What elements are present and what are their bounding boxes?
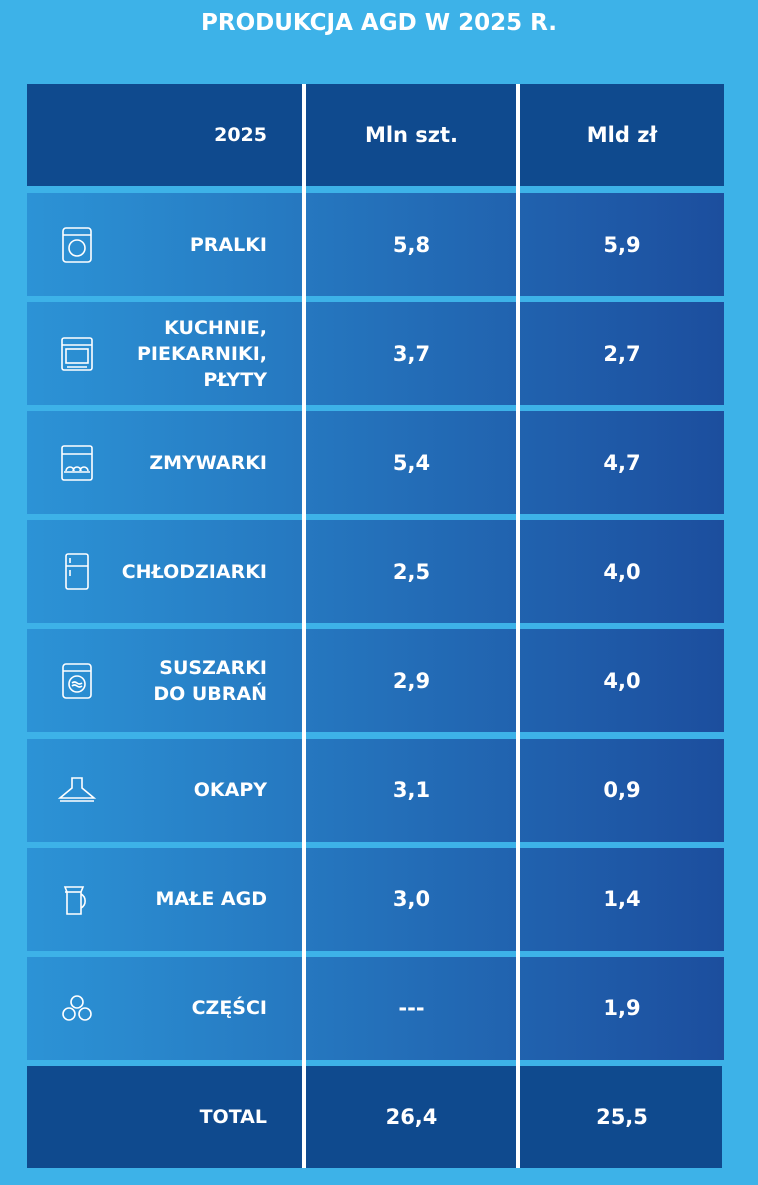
value-cell: 3,7: [392, 341, 431, 366]
row-icon: [63, 886, 86, 915]
label-cell: ZMYWARKI: [149, 451, 267, 474]
value-cell: 5,4: [392, 450, 431, 475]
title: PRODUKCJA AGD W 2025 R.: [201, 10, 557, 36]
value-cell: 5,9: [603, 232, 641, 257]
value-cell: 1,4: [603, 887, 641, 912]
table-row: OKAPY 3,1 0,9: [27, 738, 724, 842]
label-cell: CZĘŚCI: [191, 997, 267, 1020]
table-row: PRALKI 5,8 5,9: [27, 193, 724, 296]
table-row: ZMYWARKI 5,4 4,7: [27, 411, 724, 515]
value-cell: 3,0: [392, 887, 431, 912]
row-icon: [65, 552, 89, 590]
table-row: CHŁODZIARKI 2,5 4,0: [27, 520, 724, 624]
column-separator: [516, 84, 520, 1168]
header-cell: 2025: [214, 124, 267, 146]
table-row: CZĘŚCI --- 1,9: [27, 956, 724, 1060]
label-cell: KUCHNIE, PIEKARNIKI, PŁYTY: [136, 316, 267, 391]
header-cell: Mln szt.: [364, 123, 459, 147]
table-row: SUSZARKI DO UBRAŃ 2,9 4,0: [27, 629, 724, 733]
header-cell: Mld zł: [586, 123, 658, 147]
label-cell: PRALKI: [189, 233, 267, 256]
label-cell: OKAPY: [193, 779, 267, 801]
table-row: MAŁE AGD 3,0 1,4: [27, 847, 724, 951]
value-cell: 5,8: [392, 232, 431, 257]
total-cell: 25,5: [596, 1105, 648, 1129]
column-separator: [302, 84, 306, 1168]
value-cell: ---: [398, 996, 425, 1021]
value-cell: 2,5: [392, 559, 431, 584]
header-row: 2025 Mln szt. Mld zł: [27, 84, 724, 186]
label-cell: SUSZARKI DO UBRAŃ: [153, 656, 267, 705]
total-cell: TOTAL: [199, 1106, 267, 1128]
value-cell: 4,7: [603, 450, 641, 475]
value-cell: 2,7: [603, 341, 641, 366]
value-cell: 4,0: [603, 559, 641, 584]
row-icon: [62, 663, 92, 699]
value-cell: 0,9: [603, 778, 641, 802]
value-cell: 3,1: [392, 778, 431, 802]
row-icon: [61, 336, 93, 371]
table-row: KUCHNIE, PIEKARNIKI, PŁYTY 3,7 2,7: [27, 302, 724, 406]
row-icon: [62, 995, 92, 1021]
row-icon: [61, 444, 93, 481]
total-row: TOTAL 26,4 25,5: [27, 1066, 722, 1168]
row-icon: [57, 777, 97, 802]
value-cell: 4,0: [603, 668, 641, 693]
value-cell: 2,9: [392, 668, 431, 693]
total-cell: 26,4: [385, 1105, 438, 1129]
label-cell: CHŁODZIARKI: [121, 560, 267, 583]
value-cell: 1,9: [603, 996, 641, 1021]
label-cell: MAŁE AGD: [155, 888, 267, 911]
row-icon: [62, 226, 92, 263]
